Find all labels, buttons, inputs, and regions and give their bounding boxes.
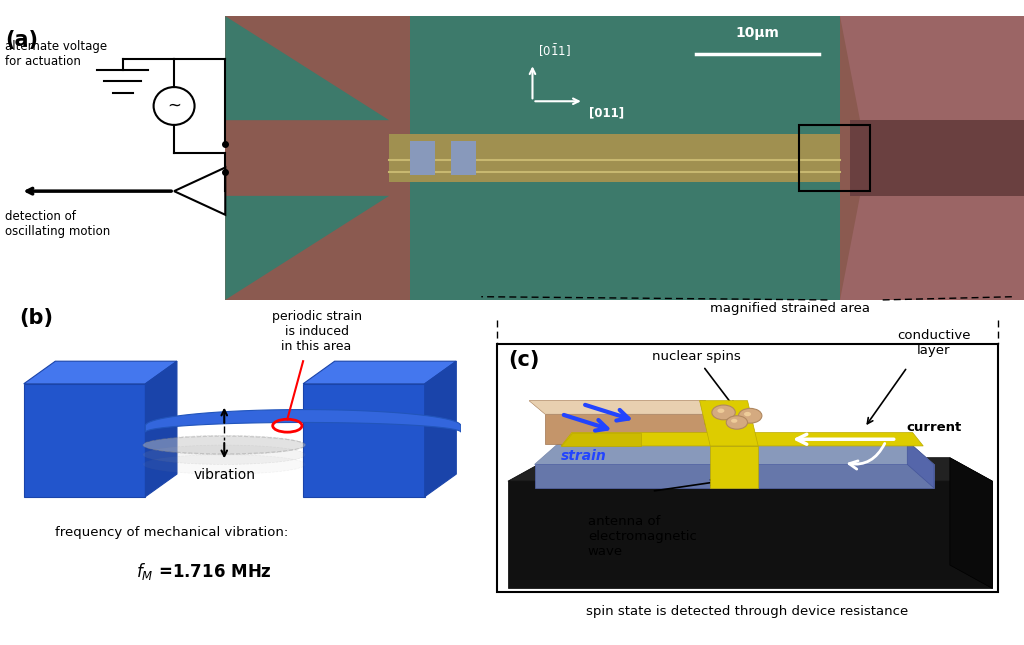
Text: (a): (a) [5, 30, 38, 50]
Text: frequency of mechanical vibration:: frequency of mechanical vibration: [55, 526, 289, 539]
Text: periodic strain
is induced
in this area: periodic strain is induced in this area [271, 310, 361, 353]
Text: antenna of
electromagnetic
wave: antenna of electromagnetic wave [588, 515, 696, 558]
Polygon shape [950, 458, 992, 588]
Text: alternate voltage
for actuation: alternate voltage for actuation [5, 40, 108, 68]
Text: (b): (b) [19, 308, 53, 328]
Bar [799, 125, 870, 191]
Text: ~: ~ [167, 97, 181, 115]
Polygon shape [840, 196, 1024, 300]
Text: magnified strained area: magnified strained area [710, 302, 870, 315]
Polygon shape [145, 410, 461, 432]
Circle shape [744, 412, 751, 416]
Bar [410, 141, 435, 175]
Text: (c): (c) [508, 350, 540, 370]
Text: 10μm: 10μm [736, 26, 779, 40]
Bar [451, 141, 476, 175]
Polygon shape [303, 361, 457, 384]
Text: spin state is detected through device resistance: spin state is detected through device re… [587, 605, 908, 619]
Polygon shape [840, 16, 1024, 300]
Text: nuclear spins: nuclear spins [651, 350, 740, 407]
Text: strain: strain [561, 450, 607, 463]
Text: $[0\bar{1}1]$: $[0\bar{1}1]$ [538, 43, 570, 59]
Polygon shape [529, 401, 721, 414]
Polygon shape [705, 401, 721, 444]
Polygon shape [850, 120, 1024, 196]
Polygon shape [145, 361, 177, 497]
Polygon shape [225, 16, 389, 120]
Polygon shape [561, 433, 641, 446]
Polygon shape [24, 361, 177, 384]
Text: conductive
layer: conductive layer [897, 329, 971, 357]
Text: detection of
oscillating motion: detection of oscillating motion [5, 210, 111, 238]
Polygon shape [174, 168, 225, 215]
Polygon shape [425, 361, 457, 497]
Polygon shape [561, 433, 924, 446]
Polygon shape [699, 401, 758, 446]
Polygon shape [508, 458, 992, 481]
Polygon shape [545, 414, 721, 444]
Polygon shape [535, 441, 934, 464]
Polygon shape [225, 16, 410, 300]
Ellipse shape [143, 436, 305, 454]
Polygon shape [24, 384, 145, 497]
Text: $f_M$ =1.716 MHz: $f_M$ =1.716 MHz [136, 561, 272, 582]
Text: current: current [906, 421, 962, 434]
Circle shape [712, 405, 735, 420]
Polygon shape [389, 134, 840, 182]
Circle shape [731, 419, 737, 423]
Polygon shape [907, 441, 934, 488]
Polygon shape [225, 16, 1024, 300]
Polygon shape [529, 401, 721, 414]
Text: vibration: vibration [194, 468, 255, 482]
Polygon shape [303, 384, 425, 497]
Ellipse shape [143, 445, 305, 464]
Polygon shape [508, 481, 992, 588]
Text: [011]: [011] [589, 106, 624, 119]
Polygon shape [225, 196, 389, 300]
Bar [498, 344, 997, 592]
Circle shape [738, 408, 762, 423]
Ellipse shape [143, 455, 305, 474]
Circle shape [726, 416, 748, 429]
Circle shape [718, 408, 724, 413]
Polygon shape [711, 446, 758, 488]
Ellipse shape [143, 435, 305, 455]
Polygon shape [840, 16, 1024, 120]
Polygon shape [535, 464, 934, 488]
Circle shape [154, 87, 195, 125]
